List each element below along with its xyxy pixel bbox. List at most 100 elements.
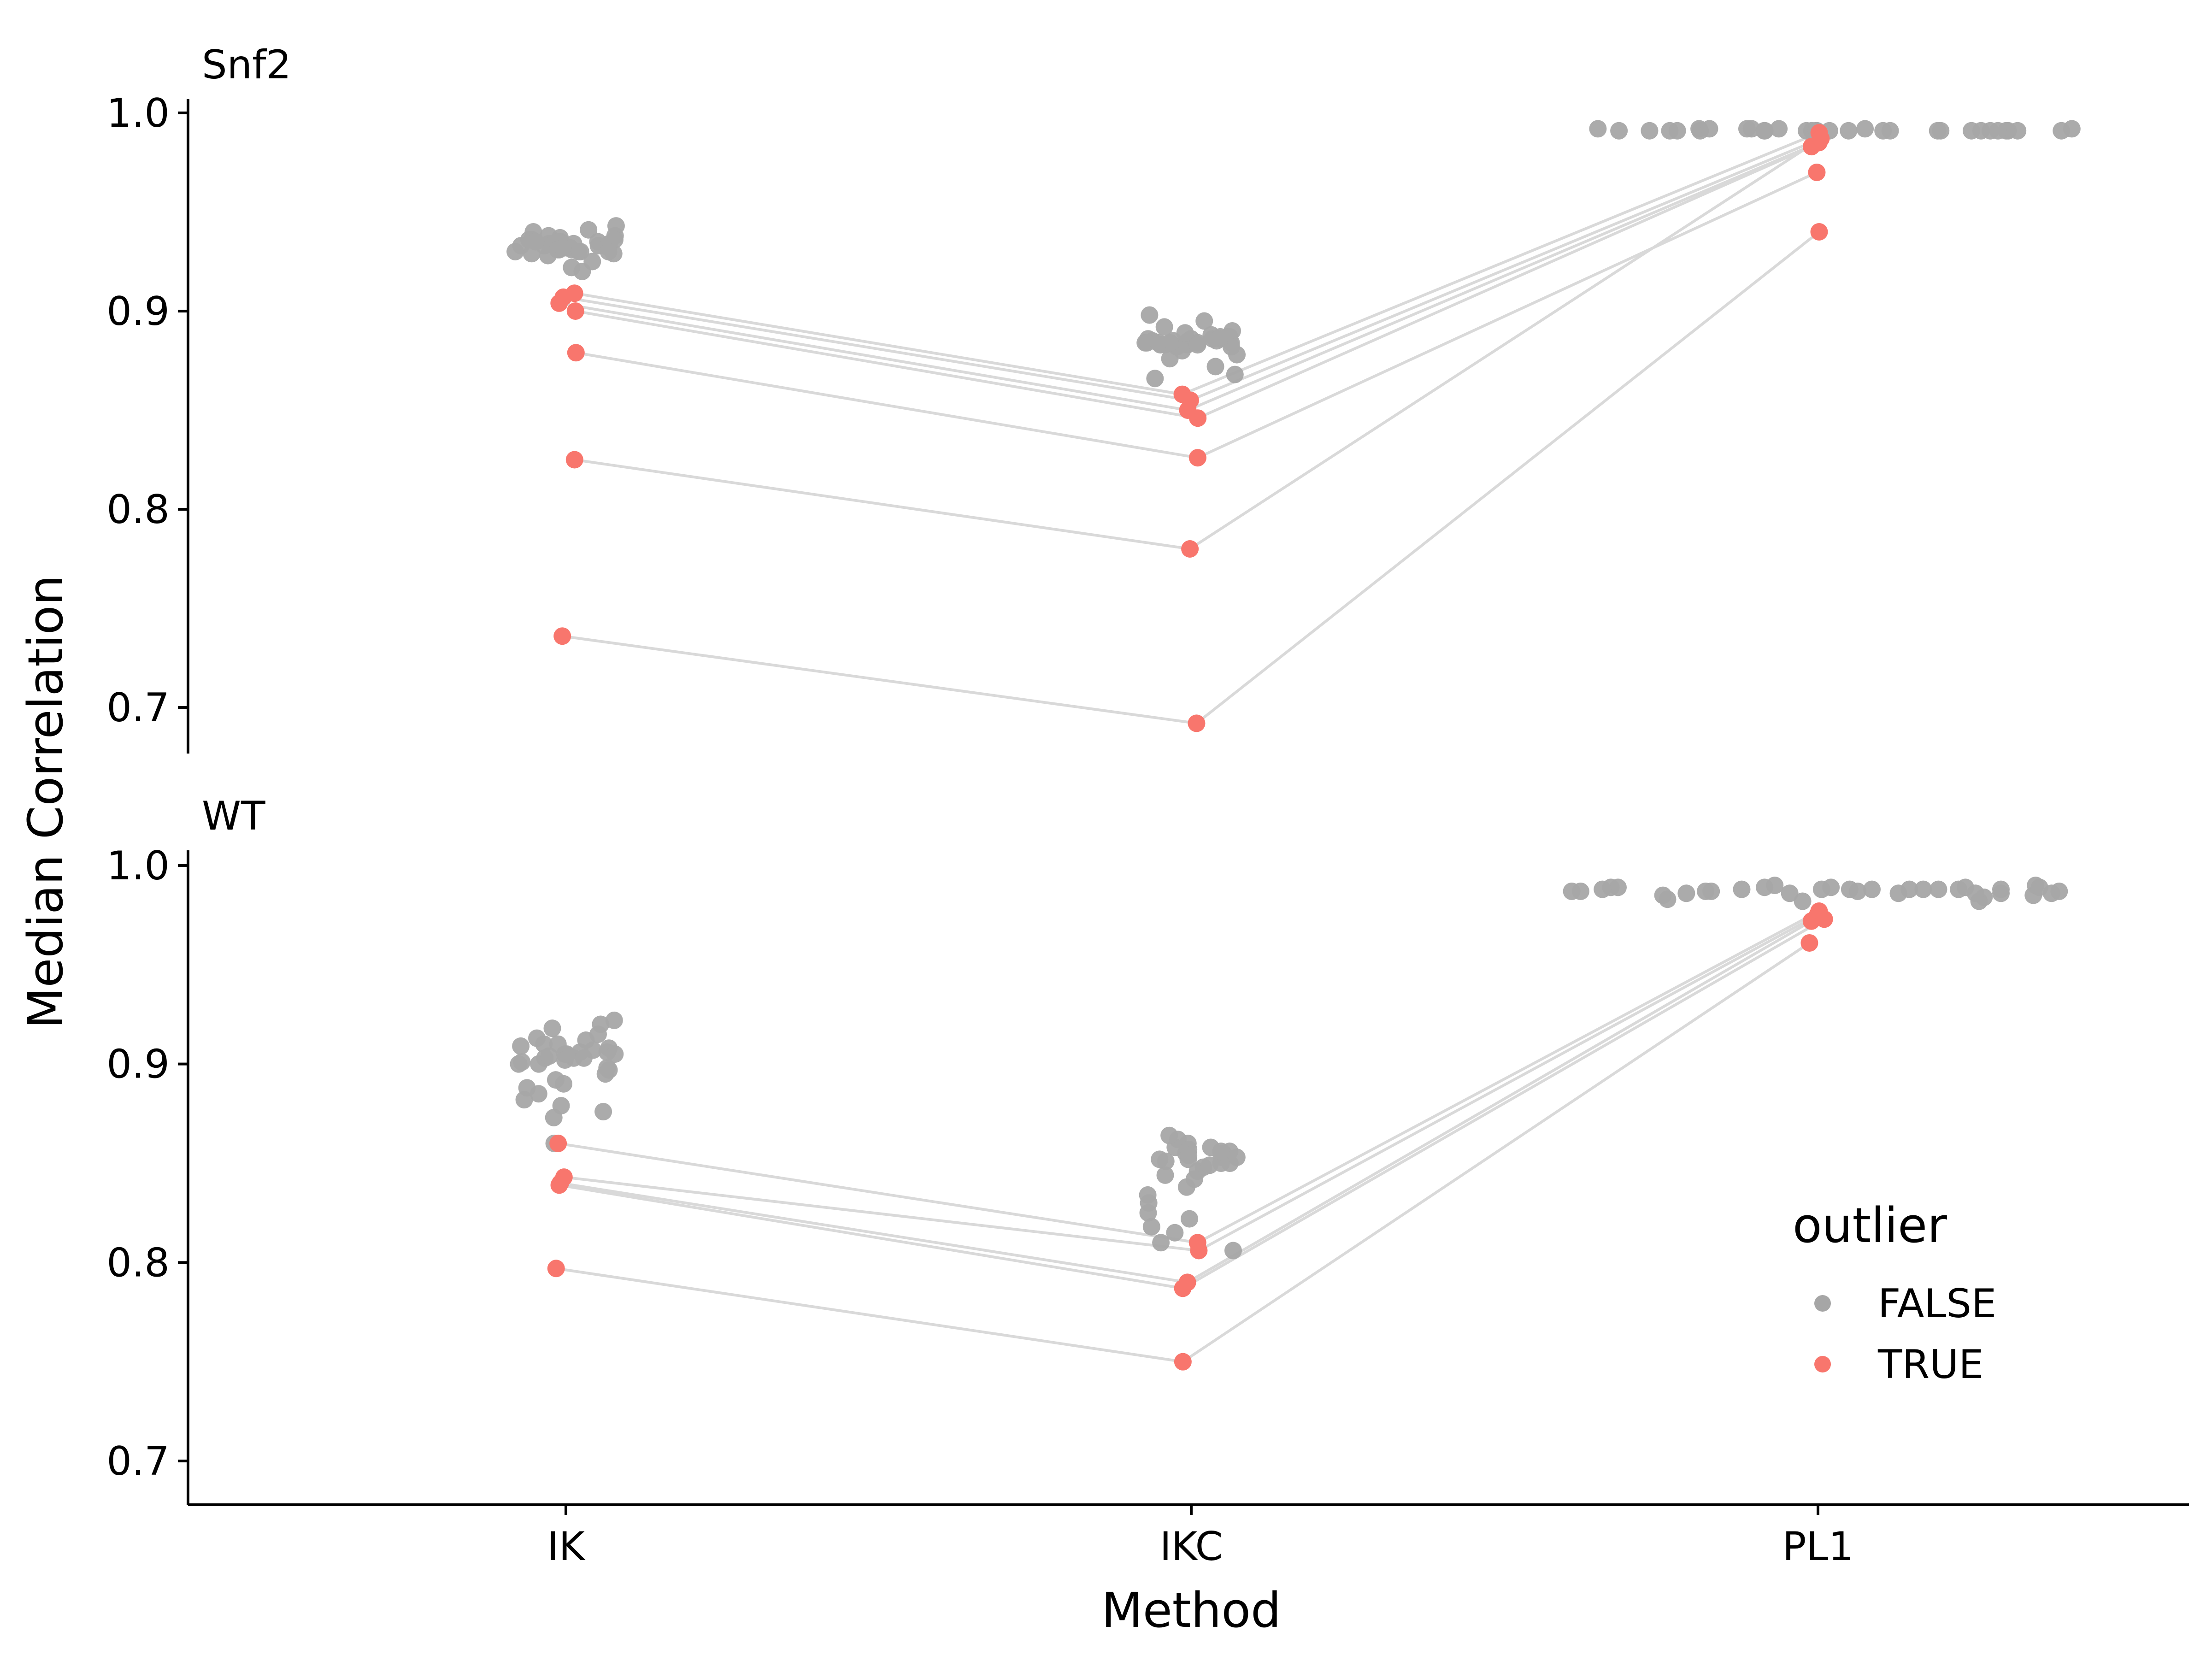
legend-label-false: FALSE	[1878, 1281, 1996, 1327]
point-false	[1224, 1242, 1242, 1260]
point-false	[1929, 122, 1947, 140]
point-false	[1161, 350, 1179, 368]
y-tick-label: 0.7	[106, 1438, 170, 1484]
point-true	[1188, 714, 1206, 732]
point-false	[1177, 1178, 1195, 1196]
point-false	[1697, 882, 1715, 900]
point-false	[1212, 1143, 1230, 1160]
point-true	[1815, 910, 1833, 928]
point-false	[513, 1053, 531, 1071]
point-false	[1668, 122, 1686, 140]
y-tick-label: 0.9	[106, 1042, 170, 1088]
point-true	[1812, 130, 1830, 147]
point-false	[594, 1103, 612, 1121]
point-true	[1800, 934, 1818, 952]
point-false	[1610, 122, 1628, 140]
point-false	[554, 239, 572, 257]
point-true	[1810, 223, 1828, 241]
y-tick-label: 0.8	[106, 1240, 170, 1286]
connector-line	[574, 131, 1820, 396]
panel-title: Snf2	[202, 42, 291, 88]
point-true	[565, 451, 583, 469]
point-false	[1181, 1210, 1199, 1228]
point-false	[506, 243, 524, 260]
point-false	[1781, 884, 1799, 902]
point-false	[1874, 122, 1892, 140]
point-false	[1594, 880, 1612, 898]
point-false	[606, 1045, 624, 1063]
point-true	[549, 1134, 567, 1152]
point-false	[527, 233, 545, 251]
point-true	[566, 302, 584, 320]
point-false	[600, 243, 618, 260]
connector-line	[562, 230, 1820, 725]
point-false	[1849, 882, 1867, 900]
point-false	[512, 1037, 530, 1055]
point-false	[555, 1075, 573, 1093]
point-true	[1174, 1279, 1192, 1297]
axes-layer: Snf2 0.7 0.8 0.9 1.0 WT 0.7 0.8 0.9 1.0 IK IKC PL1	[106, 42, 2189, 1570]
point-false	[575, 1049, 593, 1067]
point-false	[592, 1015, 610, 1033]
point-false	[580, 221, 598, 239]
y-tick-label: 1.0	[106, 843, 170, 889]
point-false	[1156, 1166, 1174, 1184]
point-true	[1181, 540, 1199, 558]
connector-line	[560, 919, 1812, 1284]
point-false	[1966, 884, 1984, 902]
point-false	[543, 1019, 561, 1037]
x-axis-title: Method	[1101, 1582, 1281, 1638]
point-false	[1180, 1146, 1198, 1164]
legend: outlier FALSE TRUE	[1793, 1197, 1996, 1388]
y-tick-label: 0.9	[106, 289, 170, 335]
point-true	[550, 294, 568, 312]
point-false	[1756, 122, 1774, 140]
connector-line	[575, 145, 1812, 420]
y-tick-label: 0.7	[106, 685, 170, 731]
point-false	[1863, 880, 1881, 898]
point-false	[1700, 120, 1718, 138]
point-false	[600, 1061, 618, 1079]
legend-title: outlier	[1793, 1197, 1947, 1254]
point-false	[1212, 328, 1230, 346]
point-false	[1677, 884, 1695, 902]
point-false	[573, 263, 591, 280]
point-false	[1188, 336, 1206, 354]
point-false	[1571, 882, 1589, 900]
x-tick-label: IKC	[1159, 1524, 1223, 1570]
point-false	[2030, 878, 2048, 896]
point-false	[1142, 1218, 1160, 1236]
point-false	[1992, 884, 2010, 902]
point-false	[1206, 358, 1224, 376]
point-false	[1641, 122, 1659, 140]
point-true	[1188, 449, 1206, 467]
point-false	[1195, 312, 1213, 330]
point-true	[1802, 912, 1820, 930]
panel-title: WT	[202, 793, 265, 839]
point-false	[1738, 120, 1756, 138]
point-true	[550, 1176, 568, 1194]
point-true	[1808, 164, 1826, 181]
point-false	[1160, 1126, 1178, 1144]
point-false	[1149, 334, 1167, 352]
point-false	[1889, 884, 1907, 902]
point-false	[1794, 892, 1812, 910]
legend-label-true: TRUE	[1877, 1342, 1984, 1388]
point-false	[1176, 324, 1194, 342]
point-false	[1770, 120, 1788, 138]
point-false	[1151, 1150, 1169, 1168]
y-axis-title: Median Correlation	[18, 575, 74, 1029]
point-false	[1228, 1149, 1246, 1166]
legend-swatch-false	[1814, 1295, 1831, 1312]
point-false	[1166, 1224, 1184, 1242]
point-false	[1914, 880, 1932, 898]
point-false	[1659, 890, 1677, 908]
y-tick-label: 1.0	[106, 90, 170, 136]
point-true	[553, 627, 571, 645]
point-false	[1139, 1204, 1157, 1222]
point-false	[540, 1047, 558, 1065]
point-false	[1840, 122, 1858, 140]
point-false	[1155, 318, 1173, 336]
